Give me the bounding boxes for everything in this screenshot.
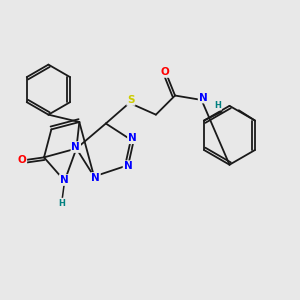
- Text: H: H: [58, 199, 65, 208]
- Text: N: N: [128, 133, 137, 143]
- Text: S: S: [127, 95, 135, 105]
- Text: N: N: [124, 161, 132, 171]
- Text: H: H: [214, 101, 221, 110]
- Text: N: N: [91, 173, 100, 183]
- Text: N: N: [71, 142, 80, 152]
- Text: N: N: [60, 175, 68, 185]
- Text: O: O: [160, 67, 169, 77]
- Text: N: N: [199, 93, 207, 103]
- Text: O: O: [17, 155, 26, 165]
